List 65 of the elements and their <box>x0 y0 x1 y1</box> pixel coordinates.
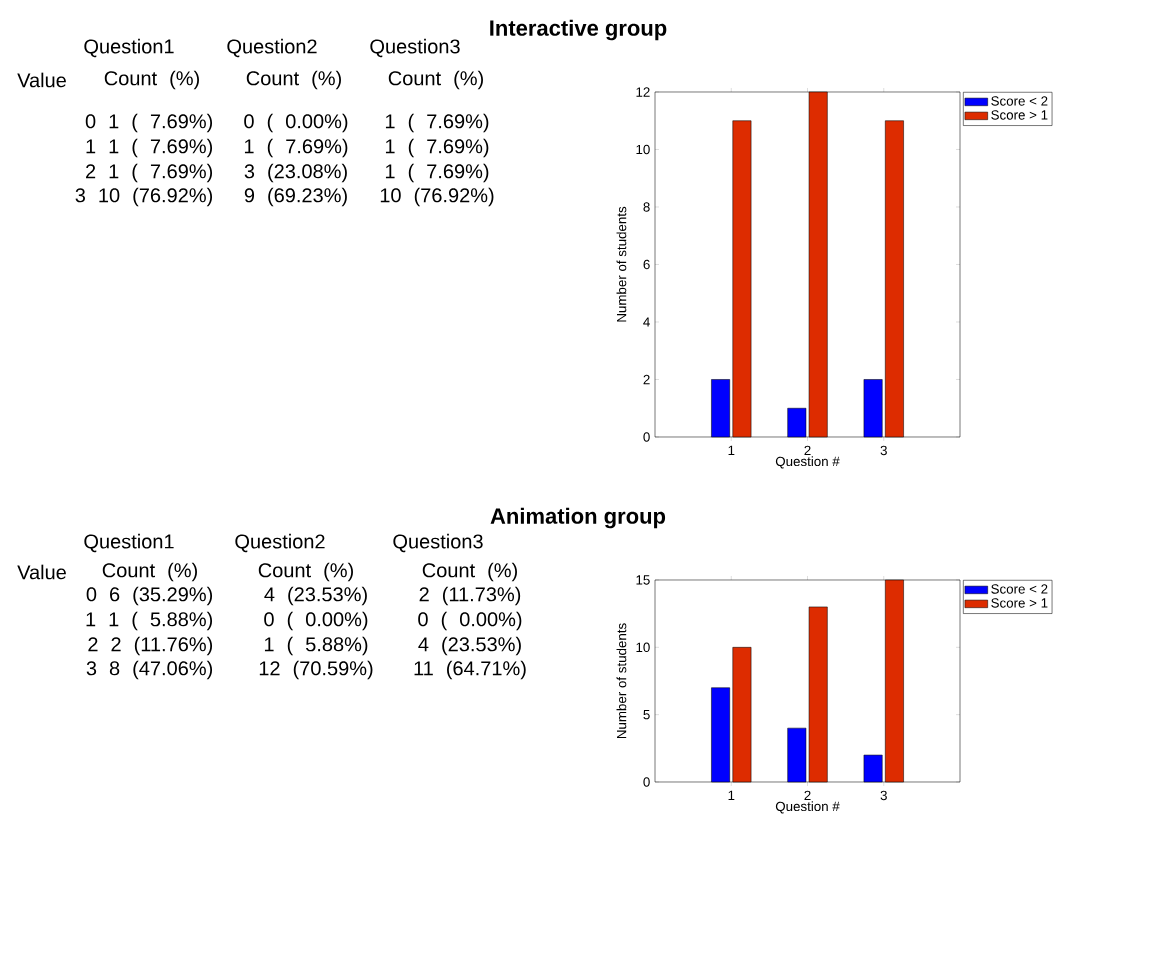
text: 3 (23.08%) <box>244 163 347 183</box>
text: Question3 <box>370 38 460 58</box>
text: 12 (70.59%) <box>259 660 373 680</box>
text: Animation group <box>490 507 666 529</box>
y-tick-label: 2 <box>643 374 650 385</box>
text: 10 (76.92%) <box>380 187 494 207</box>
text: Question1 <box>84 533 174 553</box>
y-tick-label: 0 <box>643 432 650 442</box>
y-tick-label: 6 <box>643 259 650 270</box>
text: Value <box>17 564 66 580</box>
text: Value <box>17 72 66 88</box>
text: Count (%) <box>246 70 341 90</box>
x-tick-label: 1 <box>728 445 735 455</box>
text: 1 ( 7.69%) <box>385 113 489 133</box>
text: 11 (64.71%) <box>414 660 526 680</box>
text: 4 (23.53%) <box>264 586 367 606</box>
legend-label: Score > 1 <box>991 598 1048 608</box>
text: Question2 <box>235 533 325 553</box>
text: 1 ( 7.69%) <box>385 138 489 158</box>
text: 0 ( 0.00%) <box>418 611 522 631</box>
text: Question3 <box>393 533 483 553</box>
text: Count (%) <box>104 70 199 90</box>
y-axis-title: Number of students <box>616 206 627 322</box>
y-tick-label: 15 <box>636 575 650 585</box>
y-tick-label: 5 <box>643 710 650 720</box>
text: 1 ( 5.88%) <box>264 636 368 656</box>
x-tick-label: 1 <box>728 790 735 800</box>
legend-label: Score > 1 <box>991 110 1048 120</box>
x-tick-label: 3 <box>880 445 887 456</box>
text: 1 1 ( 5.88%) <box>86 611 213 631</box>
x-axis-title: Question # <box>775 801 840 814</box>
text: 4 (23.53%) <box>418 636 521 656</box>
x-tick-label: 2 <box>804 445 811 456</box>
text: 0 ( 0.00%) <box>244 113 348 133</box>
text: 0 ( 0.00%) <box>264 611 368 631</box>
text: 0 6 (35.29%) <box>86 586 213 606</box>
text: 2 (11.73%) <box>419 586 521 606</box>
text: 9 (69.23%) <box>244 187 347 207</box>
y-tick-label: 10 <box>636 642 650 653</box>
legend-label: Score < 2 <box>991 584 1048 594</box>
x-tick-label: 2 <box>804 790 811 801</box>
y-axis-title: Number of students <box>616 623 627 739</box>
y-tick-label: 8 <box>643 202 650 212</box>
y-tick-label: 4 <box>643 317 650 327</box>
text: Count (%) <box>258 562 353 582</box>
text: 3 8 (47.06%) <box>86 660 213 680</box>
text: Question1 <box>84 38 174 58</box>
x-axis-title: Question # <box>775 456 840 469</box>
text: 2 2 (11.76%) <box>88 636 213 656</box>
text: 3 10 (76.92%) <box>75 187 213 207</box>
text: Count (%) <box>422 562 517 582</box>
y-tick-label: 12 <box>636 87 650 97</box>
text: 1 ( 7.69%) <box>385 163 489 183</box>
text: Count (%) <box>102 562 197 582</box>
y-tick-label: 10 <box>636 144 650 155</box>
legend-label: Score < 2 <box>991 96 1048 106</box>
text: 0 1 ( 7.69%) <box>85 113 213 133</box>
text: Interactive group <box>490 19 667 41</box>
text: 2 1 ( 7.69%) <box>86 163 213 183</box>
x-tick-label: 3 <box>880 790 887 801</box>
text: Question2 <box>227 38 317 58</box>
text: Count (%) <box>388 70 483 90</box>
y-tick-label: 0 <box>643 777 650 787</box>
text: 1 1 ( 7.69%) <box>86 138 213 158</box>
text: 1 ( 7.69%) <box>244 138 348 158</box>
